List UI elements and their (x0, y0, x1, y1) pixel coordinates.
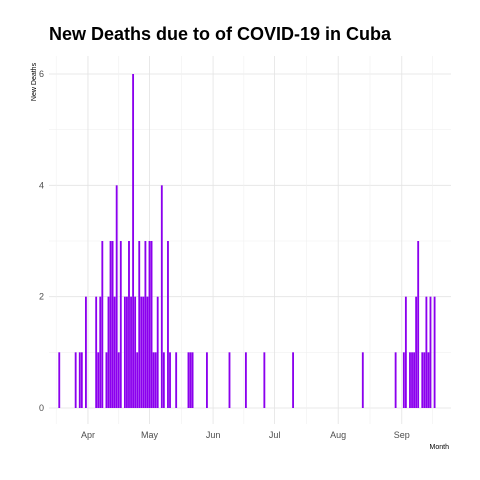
bar (423, 352, 426, 408)
bar (394, 352, 397, 408)
bar (404, 296, 407, 408)
bar (425, 296, 428, 408)
bar (113, 296, 116, 408)
bar (119, 241, 122, 408)
bars (58, 74, 436, 408)
y-axis-title: New Deaths (31, 62, 38, 101)
bar (138, 241, 141, 408)
bar (292, 352, 294, 408)
bar (95, 296, 98, 408)
bar (101, 241, 104, 408)
x-tick-label: Aug (330, 430, 346, 440)
bar (140, 296, 143, 408)
bar (105, 352, 108, 408)
bar (152, 352, 155, 408)
bar (58, 352, 61, 408)
bar (107, 296, 110, 408)
bar (162, 352, 165, 408)
y-tick-label: 2 (39, 292, 44, 302)
bar (136, 352, 139, 408)
bar (409, 352, 411, 408)
x-tick-label: May (141, 430, 159, 440)
bar (78, 352, 81, 408)
bar (148, 241, 151, 408)
bar (154, 352, 157, 408)
bar (97, 352, 100, 408)
x-tick-label: Sep (394, 430, 410, 440)
y-tick-label: 6 (39, 69, 44, 79)
bar (411, 352, 413, 408)
chart-title: New Deaths due to of COVID-19 in Cuba (49, 24, 392, 44)
bar (128, 241, 130, 408)
bar (150, 241, 153, 408)
bar (142, 296, 145, 408)
bar (111, 241, 114, 408)
bar (84, 296, 87, 408)
bar (167, 241, 169, 408)
bar (146, 296, 149, 408)
bar (156, 296, 159, 408)
bar (244, 352, 247, 408)
bar (263, 352, 266, 408)
bar (80, 352, 83, 408)
bar (132, 74, 135, 408)
bar (187, 352, 190, 408)
bar (175, 352, 178, 408)
bar (413, 352, 416, 408)
bar (206, 352, 208, 408)
bar (109, 241, 112, 408)
x-axis-title: Month (430, 444, 450, 451)
bar (191, 352, 194, 408)
x-tick-label: Apr (81, 430, 95, 440)
bar (160, 185, 163, 408)
bar (417, 241, 420, 408)
bar (130, 296, 132, 408)
bar (117, 352, 120, 408)
bar (134, 296, 137, 408)
y-tick-label: 0 (39, 403, 44, 413)
x-tick-label: Jul (269, 430, 281, 440)
bar (402, 352, 405, 408)
bar (99, 296, 102, 408)
x-tick-label: Jun (206, 430, 221, 440)
bar (228, 352, 231, 408)
bar (421, 352, 424, 408)
bar (115, 185, 118, 408)
bar (74, 352, 77, 408)
bar (189, 352, 192, 408)
bar (361, 352, 364, 408)
bar (427, 352, 430, 408)
bar (144, 241, 147, 408)
bar (126, 296, 128, 408)
axis-labels: 0 2 4 6 Apr May Jun Jul Aug Sep Month New Deaths (31, 62, 449, 451)
bar (123, 296, 126, 408)
bar (169, 352, 171, 408)
bar (429, 296, 432, 408)
bar (433, 296, 436, 408)
bar (415, 296, 418, 408)
y-tick-label: 4 (39, 180, 44, 190)
